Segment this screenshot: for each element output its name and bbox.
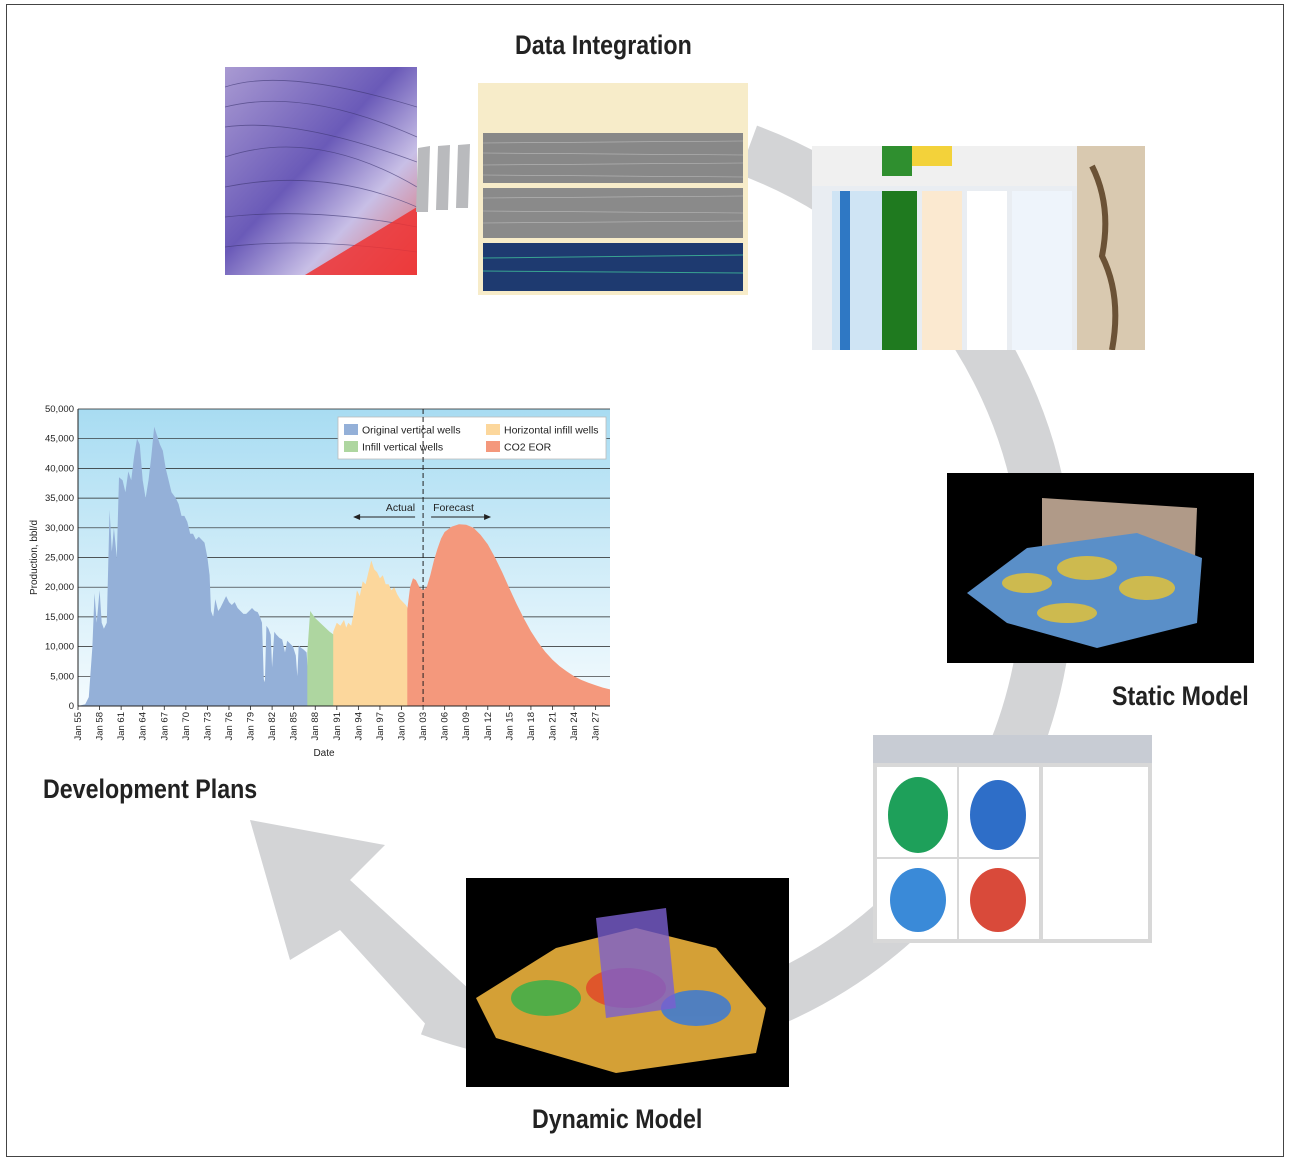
series-areas [78, 426, 610, 706]
x-tick-label: Jan 09 [461, 712, 472, 741]
x-tick-label: Jan 76 [224, 712, 235, 741]
legend-swatch [486, 441, 500, 452]
series-area [78, 426, 610, 706]
x-axis-title: Date [313, 748, 335, 759]
y-axis-title: Production, bbl/d [29, 520, 40, 595]
annotations: Actual Forecast [353, 409, 492, 706]
y-tick-label: 0 [69, 701, 74, 712]
data-integration-label: Data Integration [515, 30, 692, 60]
y-tick-label: 40,000 [45, 463, 74, 474]
x-tick-label: Jan 12 [483, 712, 494, 741]
x-tick-label: Jan 70 [181, 712, 192, 741]
x-tick-label: Jan 67 [159, 712, 170, 741]
x-tick-label: Jan 79 [246, 712, 257, 741]
x-tick-label: Jan 18 [526, 712, 537, 741]
legend-swatch [344, 424, 358, 435]
well-log-image [812, 146, 1145, 350]
x-tick-label: Jan 73 [202, 712, 213, 741]
forecast-arrowhead [484, 514, 492, 520]
dynamic-model-label: Dynamic Model [532, 1104, 703, 1134]
y-tick-label: 45,000 [45, 434, 74, 445]
x-tick-label: Jan 24 [569, 712, 580, 741]
x-tick-label: Jan 61 [116, 712, 127, 741]
y-tick-label: 35,000 [45, 493, 74, 504]
x-tick-label: Jan 03 [418, 712, 429, 741]
x-tick-label: Jan 94 [353, 712, 364, 741]
y-tick-label: 30,000 [45, 523, 74, 534]
x-tick-label: Jan 97 [375, 712, 386, 741]
x-tick-label: Jan 88 [310, 712, 321, 741]
y-tick-label: 25,000 [45, 553, 74, 564]
static-model-image [947, 473, 1254, 663]
legend-label: Infill vertical wells [362, 442, 443, 454]
seismic-section-image [478, 83, 748, 295]
x-tick-label: Jan 00 [397, 712, 408, 741]
development-plans-label: Development Plans [43, 774, 258, 804]
production-chart: 0 5,000 10,000 15,000 20,000 25,000 30,000 35,0… [20, 398, 620, 768]
actual-label: Actual [386, 502, 415, 514]
reservoir-maps-window-image [873, 735, 1152, 943]
series-area [407, 524, 610, 706]
legend-label: Horizontal infill wells [504, 425, 599, 437]
y-tick-label: 20,000 [45, 582, 74, 593]
figure-frame [6, 4, 1284, 1157]
legend-box [337, 416, 607, 460]
legend-label: CO2 EOR [504, 442, 552, 454]
y-tick-label: 15,000 [45, 612, 74, 623]
x-tick-label: Jan 06 [440, 712, 451, 741]
y-tick-label: 5,000 [50, 671, 74, 682]
cycle-arrowhead [250, 820, 470, 1040]
x-tick-label: Jan 85 [289, 712, 300, 741]
x-tick-label: Jan 91 [332, 712, 343, 741]
legend-swatch [486, 424, 500, 435]
y-tick-label: 50,000 [45, 404, 74, 415]
production-chart-svg: 0 5,000 10,000 15,000 20,000 25,000 30,000 35,0… [29, 404, 610, 759]
series-area [333, 560, 610, 706]
topographic-map-image [225, 67, 417, 275]
legend-label: Original vertical wells [362, 425, 461, 437]
x-tick-label: Jan 27 [591, 712, 602, 741]
x-tick-label: Jan 15 [504, 712, 515, 741]
x-tick-label: Jan 55 [73, 712, 84, 741]
dynamic-model-image [466, 878, 789, 1087]
x-tick-label: Jan 64 [138, 712, 149, 741]
y-tick-label: 10,000 [45, 642, 74, 653]
legend-swatch [344, 441, 358, 452]
static-model-label: Static Model [1112, 681, 1249, 711]
forecast-label: Forecast [433, 502, 474, 514]
x-tick-label: Jan 58 [95, 712, 106, 741]
x-tick-label: Jan 82 [267, 712, 278, 741]
actual-arrowhead [353, 514, 361, 520]
axes: 0 5,000 10,000 15,000 20,000 25,000 30,000 35,0… [29, 404, 610, 759]
x-tick-label: Jan 21 [547, 712, 558, 741]
legend: Original vertical wells Horizontal infill… [337, 416, 607, 460]
